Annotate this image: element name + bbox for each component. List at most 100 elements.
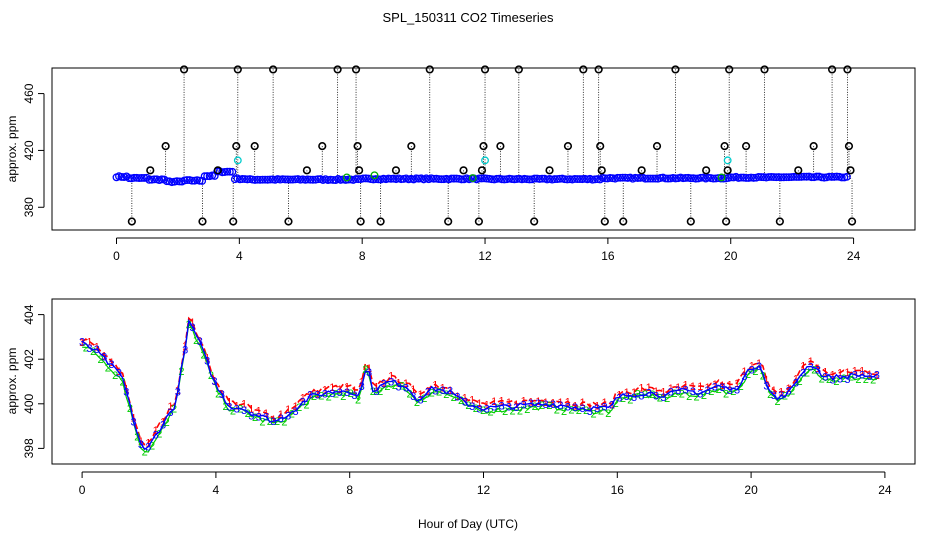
bottom-point-marker: 3	[565, 402, 571, 414]
bottom-point-marker: 1	[763, 374, 769, 386]
chart-title: SPL_150311 CO2 Timeseries	[382, 10, 554, 25]
bottom-point-marker: 3	[263, 412, 269, 424]
bottom-point-marker: 2	[841, 373, 847, 385]
bottom-point-marker: 3	[778, 390, 784, 402]
bottom-point-marker: 3	[440, 385, 446, 397]
bottom-point-marker: 1	[800, 360, 806, 372]
bottom-x-tick-label: 20	[744, 483, 758, 497]
bottom-point-marker: 2	[532, 401, 538, 413]
bottom-panel: approx. ppm Hour of Day (UTC) 0 4 8 12 16 20 2…	[5, 298, 916, 531]
bottom-point-marker: 1	[462, 393, 468, 405]
bottom-point-marker: 1	[248, 403, 254, 415]
bottom-point-marker: 3	[101, 352, 107, 364]
bottom-point-marker: 1	[668, 383, 674, 395]
bottom-point-marker: 1	[469, 394, 475, 406]
bottom-point-marker: 2	[760, 371, 766, 383]
bottom-point-marker: 2	[296, 402, 302, 414]
top-blue-point	[573, 175, 582, 184]
top-blue-point	[359, 174, 368, 183]
top-outlier-point	[723, 166, 732, 175]
top-outlier-point	[809, 142, 818, 151]
bottom-point-marker: 2	[833, 376, 839, 388]
bottom-point-marker: 2	[362, 364, 368, 376]
bottom-point-marker: 2	[730, 386, 736, 398]
bottom-point-marker: 2	[767, 389, 773, 401]
top-blue-point	[832, 172, 841, 181]
top-blue-point	[671, 174, 680, 183]
bottom-point-marker: 2	[554, 405, 560, 417]
bottom-point-marker: 1	[506, 397, 512, 409]
bottom-point-marker: 1	[270, 414, 276, 426]
top-outlier-point	[596, 142, 605, 151]
bottom-point-marker: 1	[256, 405, 262, 417]
bottom-point-marker: 2	[863, 374, 869, 386]
bottom-point-marker: 1	[734, 378, 740, 390]
bottom-point-marker: 3	[285, 411, 291, 423]
bottom-point-marker: 2	[870, 375, 876, 387]
top-blue-point	[188, 176, 196, 185]
bottom-point-marker: 2	[826, 374, 832, 386]
top-blue-point	[757, 173, 766, 182]
bottom-point-marker: 3	[506, 401, 512, 413]
bottom-point-marker: 3	[653, 390, 659, 402]
top-green-point	[717, 173, 726, 182]
bottom-point-marker: 1	[712, 379, 718, 391]
top-blue-point	[664, 174, 672, 183]
top-outlier-point	[722, 217, 731, 226]
bottom-point-marker: 1	[160, 417, 166, 429]
top-blue-point	[555, 174, 564, 183]
top-outlier-point	[597, 166, 606, 175]
bottom-point-marker: 1	[793, 374, 799, 386]
bottom-point-marker: 1	[410, 384, 416, 396]
bottom-y-axis-label: approx. ppm	[5, 348, 19, 415]
bottom-point-marker: 3	[682, 384, 688, 396]
bottom-point-marker: 2	[473, 403, 479, 415]
bottom-point-marker: 1	[631, 387, 637, 399]
top-outlier-point	[250, 142, 259, 151]
bottom-point-marker: 3	[197, 336, 203, 348]
bottom-point-marker: 1	[344, 381, 350, 393]
top-blue-point	[314, 175, 322, 184]
top-outlier-point	[146, 166, 155, 175]
top-outlier-point	[652, 142, 662, 151]
top-outlier-point	[794, 166, 803, 175]
bottom-point-marker: 3	[278, 413, 284, 425]
bottom-point-marker: 1	[484, 400, 490, 412]
top-blue-point	[477, 174, 486, 183]
bottom-point-marker: 2	[635, 389, 641, 401]
bottom-x-tick-label: 4	[213, 483, 220, 497]
bottom-point-marker: 3	[484, 404, 490, 416]
bottom-point-marker: 1	[705, 382, 711, 394]
bottom-y-tick-label: 400	[22, 393, 36, 413]
top-blue-point	[769, 173, 778, 182]
bottom-point-marker: 2	[451, 392, 457, 404]
top-blue-point	[646, 174, 655, 183]
bottom-point-marker: 3	[631, 392, 637, 404]
bottom-point-marker: 1	[189, 317, 195, 329]
top-blue-point	[263, 175, 272, 184]
bottom-point-marker: 3	[602, 401, 608, 413]
bottom-point-marker: 3	[94, 344, 100, 356]
top-outlier-point	[233, 65, 242, 74]
top-outlier-point	[619, 217, 628, 226]
bottom-point-marker: 1	[844, 367, 850, 379]
top-blue-point	[195, 176, 204, 185]
top-outlier-point	[637, 166, 646, 175]
bottom-point-marker: 3	[307, 389, 313, 401]
bottom-point-marker: 3	[359, 381, 365, 393]
top-y-tick-label: 380	[22, 197, 36, 217]
top-blue-point	[777, 173, 786, 182]
bottom-point-marker: 3	[719, 382, 725, 394]
bottom-point-marker: 2	[789, 385, 795, 397]
top-blue-point	[200, 172, 209, 181]
bottom-point-marker: 1	[852, 366, 858, 378]
top-blue-point	[772, 173, 781, 182]
top-blue-point	[281, 175, 290, 184]
bottom-point-marker: 1	[682, 380, 688, 392]
bottom-point-marker: 2	[252, 412, 258, 424]
bottom-point-marker: 1	[609, 400, 615, 412]
top-blue-point	[437, 175, 446, 184]
bottom-point-marker: 2	[708, 386, 714, 398]
top-blue-point	[618, 173, 627, 182]
